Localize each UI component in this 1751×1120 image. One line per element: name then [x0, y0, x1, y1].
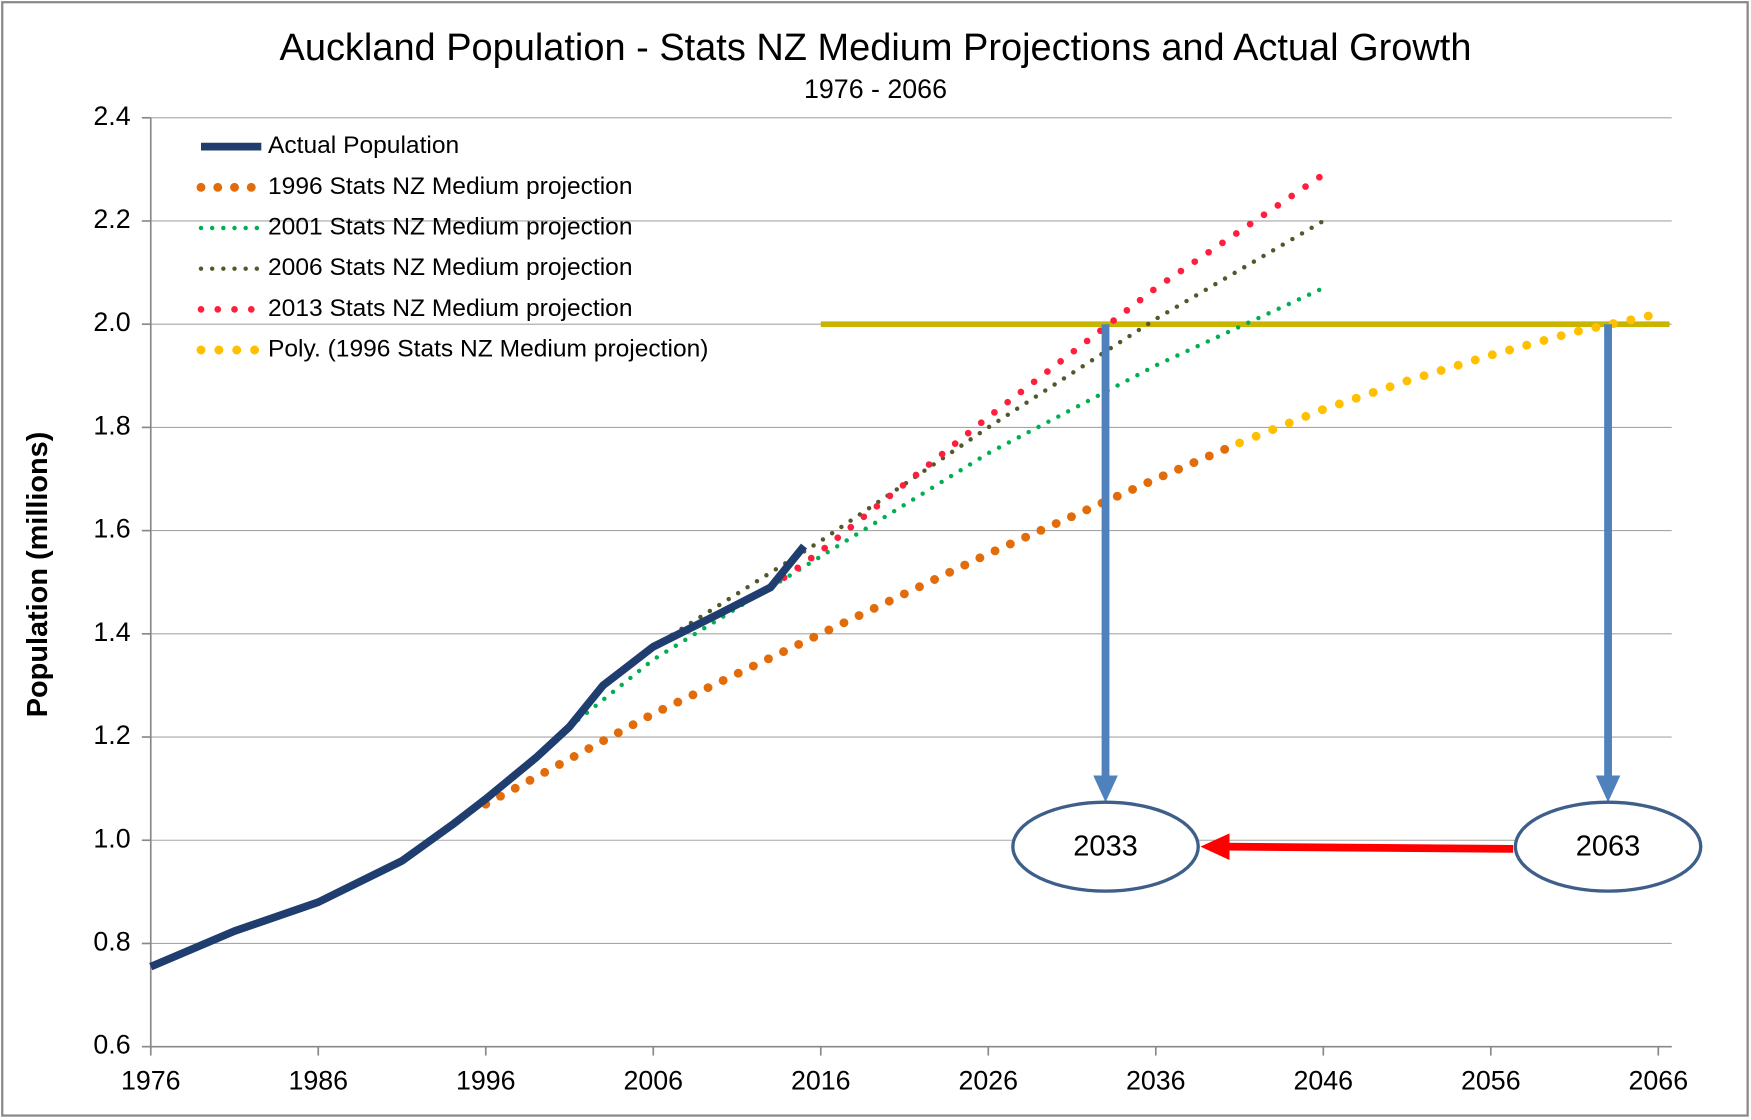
series-line — [149, 543, 808, 971]
legend-label: 1996 Stats NZ Medium projection — [268, 173, 633, 200]
annotation-ellipse — [1011, 800, 1200, 893]
annotation-ellipse — [1513, 800, 1703, 893]
legend-label: 2006 Stats NZ Medium projection — [268, 254, 633, 281]
series-line — [481, 438, 1245, 809]
y-tick-label: 1.2 — [93, 720, 130, 750]
x-tick-label: 2046 — [1293, 1065, 1353, 1095]
x-tick-label: 2006 — [623, 1065, 683, 1095]
y-tick-label: 2.4 — [93, 101, 130, 131]
legend-label: Poly. (1996 Stats NZ Medium projection) — [268, 336, 708, 363]
x-tick-label: 2036 — [1126, 1065, 1186, 1095]
y-tick-label: 2.0 — [93, 307, 130, 337]
annotation-arrowhead — [1595, 775, 1621, 803]
y-tick-label: 1.8 — [93, 411, 130, 441]
y-tick-label: 1.6 — [93, 514, 130, 544]
series-line — [567, 285, 1326, 729]
y-axis-label: Population (millions) — [22, 432, 54, 718]
y-tick-label: 1.0 — [93, 823, 130, 853]
x-tick-label: 2056 — [1461, 1065, 1521, 1095]
y-tick-label: 0.6 — [93, 1030, 130, 1060]
y-tick-label: 1.4 — [93, 617, 130, 647]
x-tick-label: 1996 — [456, 1065, 516, 1095]
legend-label: 2001 Stats NZ Medium projection — [268, 214, 633, 241]
series-line — [651, 218, 1326, 649]
x-tick-label: 1976 — [121, 1065, 181, 1095]
legend-label: Actual Population — [268, 132, 459, 159]
x-tick-label: 2016 — [791, 1065, 851, 1095]
annotation-label: 2033 — [1073, 830, 1138, 862]
annotation-label: 2063 — [1576, 830, 1641, 862]
shift-arrowhead — [1200, 833, 1230, 860]
chart-subtitle: 1976 - 2066 — [804, 74, 947, 104]
annotation-arrowhead — [1093, 775, 1118, 803]
y-tick-label: 0.8 — [93, 927, 130, 957]
x-tick-label: 2066 — [1629, 1065, 1689, 1095]
y-tick-label: 2.2 — [93, 204, 130, 234]
x-tick-label: 1986 — [288, 1065, 348, 1095]
x-tick-label: 2026 — [958, 1065, 1018, 1095]
series-line — [1235, 309, 1663, 448]
legend-label: 2013 Stats NZ Medium projection — [268, 295, 633, 322]
shift-arrow — [1224, 842, 1514, 853]
chart-title: Auckland Population - Stats NZ Medium Pr… — [280, 27, 1472, 69]
